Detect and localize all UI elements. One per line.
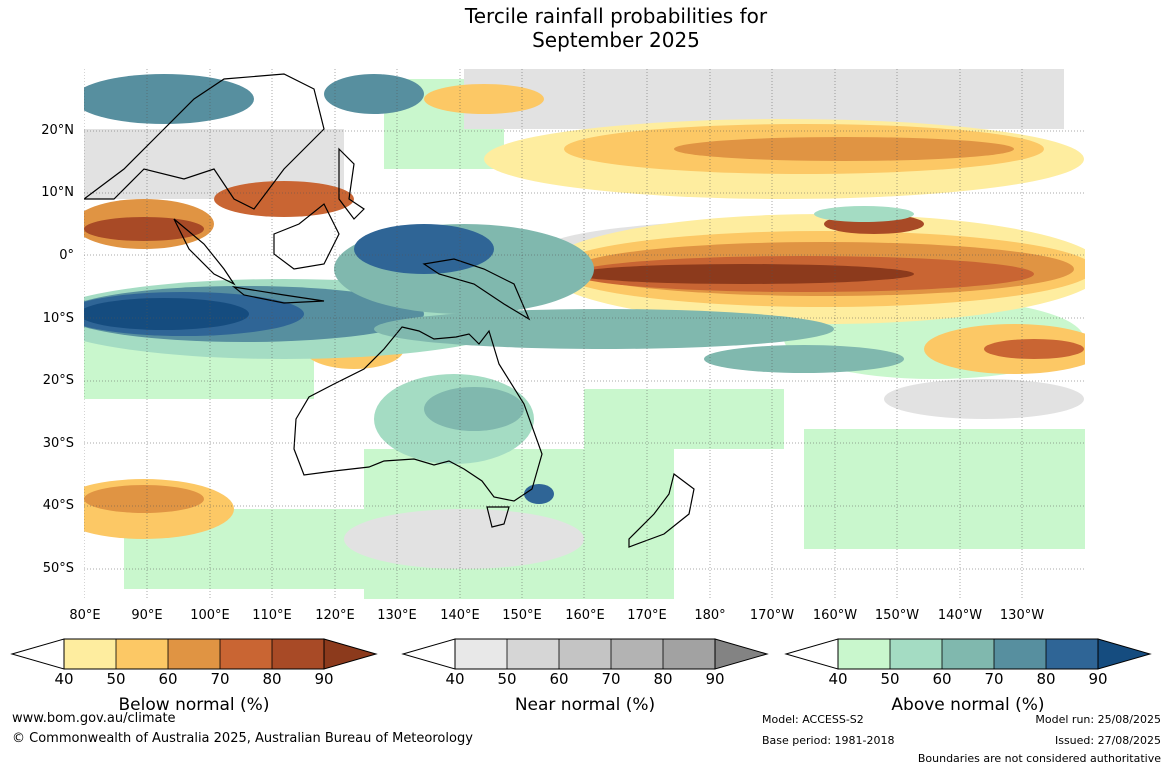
lat-label-30s: 30°S [42, 436, 74, 451]
gridlines [83, 69, 1085, 600]
tasmania-outline [486, 506, 510, 528]
lon-label-140e: 140°E [440, 608, 480, 623]
below-normal-regions [54, 84, 1104, 539]
lon-label-150w: 150°W [874, 608, 920, 623]
title-line-2: September 2025 [532, 28, 700, 52]
near-tick-60: 60 [549, 670, 569, 688]
lat-label-50s: 50°S [42, 561, 74, 576]
below-tick-40: 40 [54, 670, 74, 688]
near-tick-70: 70 [601, 670, 621, 688]
model-run-text: Model run: 25/08/2025 [1035, 713, 1161, 726]
lat-label-20s: 20°S [42, 373, 74, 388]
above-normal-label: Above normal (%) [891, 695, 1045, 715]
below-tick-50: 50 [106, 670, 126, 688]
lon-label-80e: 80°E [69, 608, 101, 623]
australia-outline [293, 326, 543, 502]
near-normal-colorbar [401, 638, 769, 670]
probability-map [44, 69, 1104, 600]
lon-label-130w: 130°W [999, 608, 1045, 623]
above-tick-90: 90 [1088, 670, 1108, 688]
lon-label-90e: 90°E [131, 608, 163, 623]
lon-label-130e: 130°E [377, 608, 417, 623]
below-normal-label: Below normal (%) [118, 695, 270, 715]
lon-label-140w: 140°W [937, 608, 983, 623]
lon-label-160e: 160°E [565, 608, 605, 623]
disclaimer-text: Boundaries are not considered authoritat… [917, 752, 1161, 765]
lon-label-170e: 170°E [627, 608, 667, 623]
below-tick-90: 90 [314, 670, 334, 688]
base-period-text: Base period: 1981-2018 [762, 734, 895, 747]
lon-label-120e: 120°E [315, 608, 355, 623]
java-outline [231, 286, 325, 304]
new-guinea-outline [422, 258, 531, 321]
issued-text: Issued: 27/08/2025 [1054, 734, 1161, 747]
map-title: Tercile rainfall probabilities for Septe… [0, 4, 1173, 52]
lat-label-0: 0° [59, 248, 74, 263]
mainland-asia-outline [82, 73, 325, 210]
lon-label-170w: 170°W [749, 608, 795, 623]
near-tick-50: 50 [497, 670, 517, 688]
near-normal-label: Near normal (%) [514, 695, 656, 715]
sumatra-outline [173, 218, 236, 286]
new-zealand-outline [628, 472, 695, 548]
model-text: Model: ACCESS-S2 [762, 713, 864, 726]
lon-label-100e: 100°E [190, 608, 230, 623]
website-link[interactable]: www.bom.gov.au/climate [12, 711, 176, 726]
lat-label-20n: 20°N [41, 123, 74, 138]
below-tick-60: 60 [158, 670, 178, 688]
near-tick-40: 40 [445, 670, 465, 688]
near-tick-80: 80 [653, 670, 673, 688]
above-tick-80: 80 [1036, 670, 1056, 688]
map-svg [44, 69, 1104, 600]
above-tick-60: 60 [932, 670, 952, 688]
above-normal-regions [44, 74, 914, 504]
borneo-outline [273, 203, 340, 270]
lon-label-160w: 160°W [812, 608, 858, 623]
lon-label-110e: 110°E [252, 608, 292, 623]
below-tick-80: 80 [262, 670, 282, 688]
near-tick-90: 90 [705, 670, 725, 688]
above-tick-40: 40 [828, 670, 848, 688]
lon-label-150e: 150°E [502, 608, 542, 623]
coastlines [82, 73, 695, 548]
above-tick-70: 70 [984, 670, 1004, 688]
below-normal-colorbar [10, 638, 378, 670]
lon-label-180: 180° [694, 608, 726, 623]
lat-label-10s: 10°S [42, 311, 74, 326]
philippines-outline [338, 147, 365, 220]
above-tick-50: 50 [880, 670, 900, 688]
lat-label-40s: 40°S [42, 498, 74, 513]
lat-label-10n: 10°N [41, 185, 74, 200]
above-normal-colorbar [784, 638, 1152, 670]
title-line-1: Tercile rainfall probabilities for [464, 4, 768, 28]
copyright-text: © Commonwealth of Australia 2025, Austra… [12, 731, 473, 746]
below-tick-70: 70 [210, 670, 230, 688]
